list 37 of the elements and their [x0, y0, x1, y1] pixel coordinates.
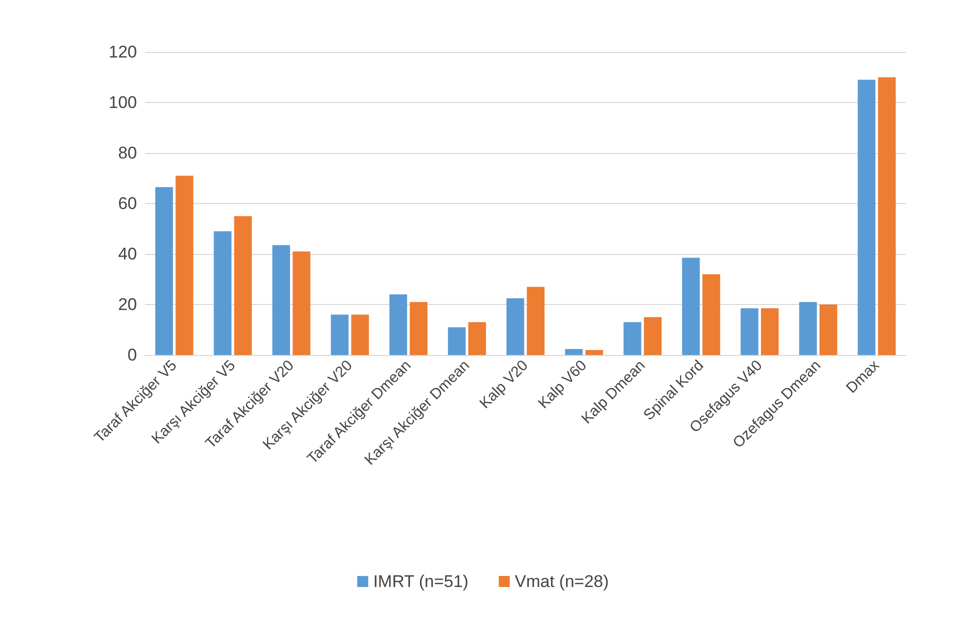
- bar: [468, 322, 486, 355]
- bar: [506, 298, 524, 355]
- bar: [272, 245, 290, 355]
- bar: [389, 294, 408, 355]
- bar: [176, 176, 194, 355]
- y-tick-label: 80: [118, 144, 137, 162]
- legend-label: IMRT (n=51): [373, 572, 468, 591]
- bar: [526, 286, 545, 355]
- x-tick-label: Kalp V60: [535, 356, 590, 412]
- x-tick-label: Kalp V20: [476, 356, 532, 412]
- bar: [682, 258, 700, 355]
- bar: [448, 327, 466, 355]
- y-tick-label: 100: [108, 93, 137, 112]
- bar: [410, 302, 428, 355]
- bar: [799, 302, 817, 355]
- bar: [644, 317, 662, 355]
- y-tick-label: 120: [108, 42, 137, 62]
- y-tick-label: 20: [118, 295, 137, 314]
- bar: [858, 80, 876, 355]
- bar: [155, 187, 173, 355]
- bar: [702, 274, 720, 355]
- bar: [760, 308, 779, 355]
- bar: [330, 314, 349, 355]
- bar: [585, 350, 604, 355]
- bar: [351, 314, 369, 355]
- bar: [234, 216, 252, 355]
- bar: [878, 77, 896, 355]
- y-tick-label: 60: [118, 194, 137, 213]
- legend-label: Vmat (n=28): [514, 572, 609, 591]
- bar: [565, 348, 583, 355]
- bar: [820, 304, 838, 355]
- bar: [740, 308, 758, 355]
- bar: [624, 322, 642, 355]
- bar: [214, 231, 232, 355]
- y-tick-label: 40: [118, 244, 137, 264]
- y-tick-label: 0: [128, 346, 137, 364]
- bar: [292, 251, 310, 355]
